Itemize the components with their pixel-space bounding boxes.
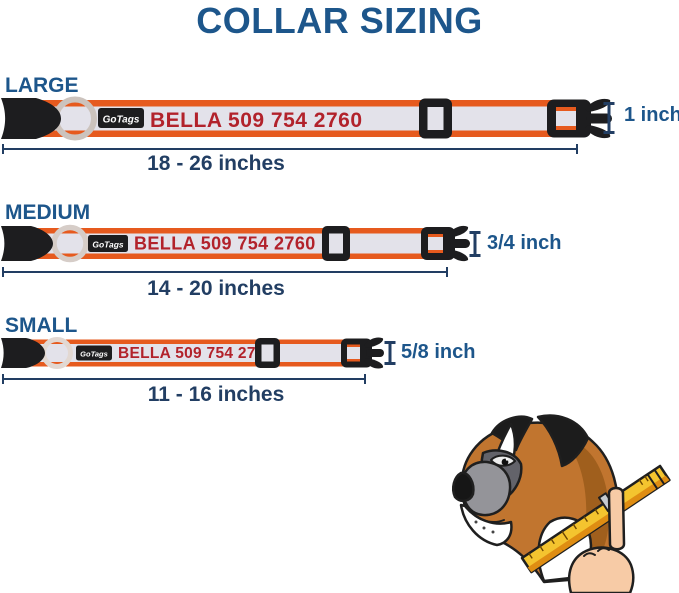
collar-graphic-small: GoTags BELLA 509 754 2760 [1,337,384,369]
collar-graphic-large: GoTags BELLA 509 754 2760 [1,96,612,141]
range-label-large: 18 - 26 inches [147,152,285,175]
size-label-small: SMALL [5,314,78,337]
collar-id-text: BELLA 509 754 2760 [118,345,274,362]
measurement-line-small [2,374,366,384]
d-ring-icon [51,224,89,263]
female-buckle-icon [1,226,53,261]
dog-ear-icon [536,414,590,468]
collar-id-text: BELLA 509 754 2760 [150,109,363,132]
brand-patch [98,108,144,128]
brand-patch-label: GoTags [103,115,140,126]
dog-eye-glint [505,458,509,461]
width-indicator-icon-medium [469,231,481,257]
female-buckle-icon [1,98,61,139]
brand-patch [76,345,112,361]
male-buckle-icon [547,98,612,139]
tri-glide-slider-icon [255,338,280,368]
dog-mouth-line [472,513,505,523]
brand-patch-label: GoTags [80,350,108,359]
jowl-dot [474,520,478,524]
width-label-small: 5/8 inch [401,341,476,363]
hand-icon [567,486,635,593]
collar-graphic-medium: GoTags BELLA 509 754 2760 [1,224,470,263]
width-indicator-icon-small [384,341,396,365]
jowl-dot [482,526,486,530]
range-label-small: 11 - 16 inches [147,383,285,406]
dog-nose [452,471,475,503]
tri-glide-slider-icon [419,98,452,139]
brand-patch-label: GoTags [92,240,124,250]
size-label-large: LARGE [5,74,79,97]
page-title: COLLAR SIZING [196,0,483,41]
size-label-medium: MEDIUM [5,201,91,224]
tri-glide-slider-icon [322,226,350,261]
width-label-large: 1 inch [624,104,679,126]
female-buckle-icon [1,338,45,368]
measurement-line-medium [2,267,448,277]
male-buckle-icon [421,225,470,262]
male-buckle-icon [341,337,384,369]
range-label-medium: 14 - 20 inches [147,277,285,300]
dog-muzzle [460,460,512,517]
dog-measuring-illustration [452,414,671,593]
measurement-line-large [2,144,578,154]
width-label-medium: 3/4 inch [487,232,562,254]
width-indicator-icon-large [603,102,615,134]
collar-id-text: BELLA 509 754 2760 [134,234,316,254]
brand-patch [88,235,128,252]
jowl-dot [491,530,495,534]
